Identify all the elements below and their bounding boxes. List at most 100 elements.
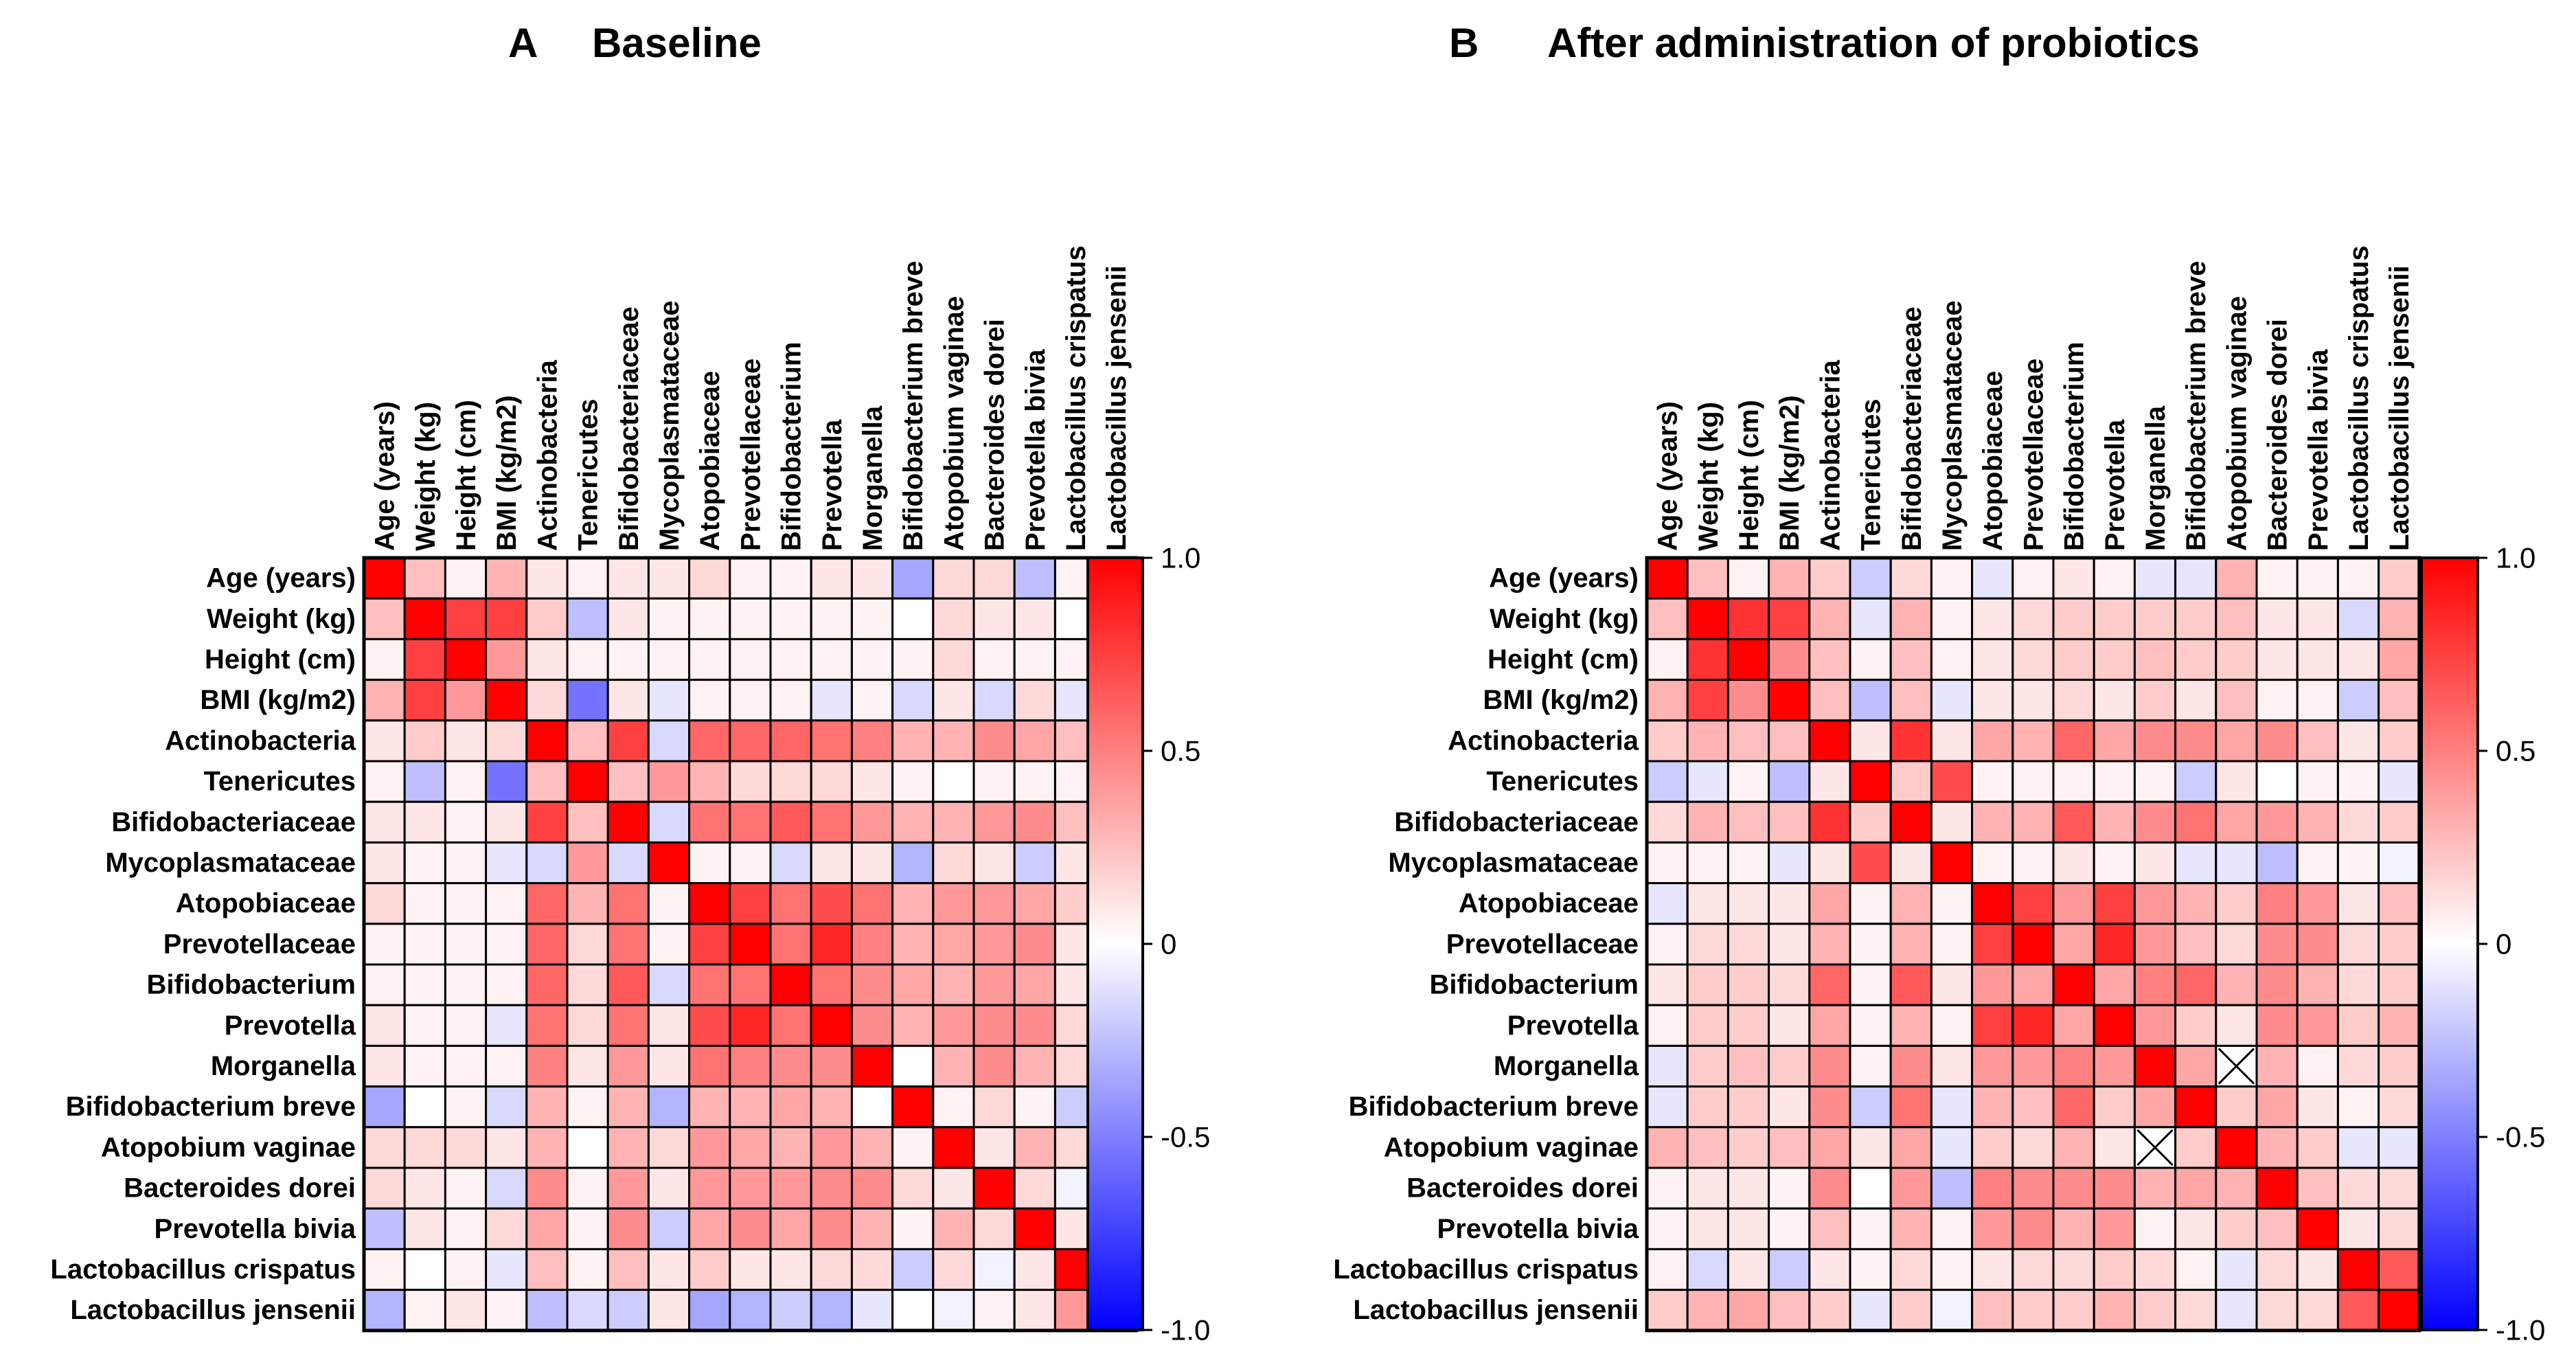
heatmap-cell-b-r5-c17 bbox=[2336, 760, 2380, 803]
heatmap-cell-a-r16-c7 bbox=[647, 1207, 691, 1250]
heatmap-cell-a-r0-c5 bbox=[566, 556, 609, 600]
column-label-a-15: Bacteroides dorei bbox=[980, 319, 1010, 551]
heatmap-cell-a-r0-c6 bbox=[606, 556, 650, 600]
heatmap-cell-b-r7-c3 bbox=[1768, 841, 1811, 885]
heatmap-cell-a-r12-c3 bbox=[485, 1044, 528, 1088]
row-label-b-14: Atopobium vaginae bbox=[1384, 1132, 1639, 1162]
heatmap-cell-a-r5-c16 bbox=[1013, 760, 1056, 803]
heatmap-cell-b-r11-c9 bbox=[2011, 1004, 2055, 1047]
heatmap-cell-b-r7-c11 bbox=[2093, 841, 2136, 885]
heatmap-cell-b-r15-c0 bbox=[1645, 1166, 1689, 1210]
row-label-b-12: Morganella bbox=[1494, 1051, 1639, 1081]
row-label-b-0: Age (years) bbox=[1489, 563, 1639, 594]
heatmap-cell-b-r14-c4 bbox=[1808, 1126, 1851, 1169]
heatmap-cell-a-r15-c7 bbox=[647, 1166, 691, 1210]
heatmap-cell-b-r2-c4 bbox=[1808, 638, 1851, 681]
heatmap-cell-a-r9-c7 bbox=[647, 923, 691, 966]
row-label-a-8: Atopobiaceae bbox=[176, 888, 356, 918]
heatmap-cell-a-r10-c9 bbox=[729, 963, 772, 1006]
heatmap-cell-b-r17-c4 bbox=[1808, 1248, 1851, 1291]
row-label-a-6: Bifidobacteriaceae bbox=[111, 807, 356, 837]
heatmap-cell-b-r13-c2 bbox=[1726, 1085, 1770, 1129]
heatmap-cell-a-r1-c13 bbox=[891, 597, 935, 640]
heatmap-cell-a-r16-c3 bbox=[485, 1207, 528, 1250]
heatmap-cell-b-r17-c3 bbox=[1768, 1248, 1811, 1291]
heatmap-cell-b-r3-c17 bbox=[2336, 679, 2380, 722]
heatmap-cell-a-r6-c2 bbox=[444, 800, 488, 844]
heatmap-cell-b-r9-c12 bbox=[2133, 923, 2177, 966]
heatmap-cell-b-r10-c2 bbox=[1726, 963, 1770, 1006]
heatmap-cell-b-r8-c16 bbox=[2296, 882, 2339, 925]
heatmap-cell-b-r3-c13 bbox=[2174, 679, 2218, 722]
heatmap-cell-a-r8-c4 bbox=[525, 882, 569, 925]
heatmap-cell-b-r17-c14 bbox=[2215, 1248, 2258, 1291]
row-label-a-13: Bifidobacterium breve bbox=[66, 1092, 356, 1122]
heatmap-cell-a-r10-c1 bbox=[403, 963, 446, 1006]
heatmap-cell-a-r7-c4 bbox=[525, 841, 569, 885]
heatmap-cell-a-r16-c9 bbox=[729, 1207, 772, 1250]
column-label-a-1: Weight (kg) bbox=[411, 402, 441, 551]
heatmap-cell-a-r6-c4 bbox=[525, 800, 569, 844]
heatmap-cell-a-r2-c4 bbox=[525, 638, 569, 681]
row-label-b-3: BMI (kg/m2) bbox=[1483, 685, 1639, 715]
heatmap-cell-b-r2-c2 bbox=[1726, 638, 1770, 681]
heatmap-cell-b-r9-c0 bbox=[1645, 923, 1689, 966]
heatmap-cell-b-r8-c13 bbox=[2174, 882, 2218, 925]
heatmap-cell-b-r1-c0 bbox=[1645, 597, 1689, 640]
heatmap-cell-b-r18-c10 bbox=[2052, 1289, 2095, 1332]
column-label-b-9: Prevotellaceae bbox=[2018, 359, 2049, 551]
heatmap-cell-b-r16-c1 bbox=[1686, 1207, 1729, 1250]
column-label-b-14: Atopobium vaginae bbox=[2222, 296, 2252, 551]
heatmap-cell-a-r10-c2 bbox=[444, 963, 488, 1006]
heatmap-cell-a-r0-c13 bbox=[891, 556, 935, 600]
heatmap-cell-a-r1-c7 bbox=[647, 597, 691, 640]
heatmap-cell-a-r13-c14 bbox=[932, 1085, 975, 1129]
heatmap-cell-b-r17-c9 bbox=[2011, 1248, 2055, 1291]
column-label-a-5: Tenericutes bbox=[573, 398, 604, 551]
heatmap-cell-b-r1-c11 bbox=[2093, 597, 2136, 640]
heatmap-cell-a-r10-c6 bbox=[606, 963, 650, 1006]
heatmap-cell-a-r1-c5 bbox=[566, 597, 609, 640]
heatmap-cell-b-r16-c14 bbox=[2215, 1207, 2258, 1250]
heatmap-cell-b-r7-c14 bbox=[2215, 841, 2258, 885]
heatmap-cell-b-r18-c17 bbox=[2336, 1289, 2380, 1332]
heatmap-cell-b-r0-c2 bbox=[1726, 556, 1770, 600]
heatmap-cell-a-r7-c16 bbox=[1013, 841, 1056, 885]
heatmap-cell-b-r11-c8 bbox=[1971, 1004, 2014, 1047]
heatmap-cell-b-r18-c16 bbox=[2296, 1289, 2339, 1332]
heatmap-cell-a-r4-c4 bbox=[525, 719, 569, 763]
heatmap-cell-b-r6-c9 bbox=[2011, 800, 2055, 844]
heatmap-cell-a-r2-c0 bbox=[363, 638, 406, 681]
heatmap-cell-a-r18-c7 bbox=[647, 1289, 691, 1332]
row-label-b-16: Prevotella bivia bbox=[1437, 1214, 1639, 1244]
heatmap-cell-b-r17-c1 bbox=[1686, 1248, 1729, 1291]
heatmap-cell-b-r5-c13 bbox=[2174, 760, 2218, 803]
heatmap-cell-b-r9-c3 bbox=[1768, 923, 1811, 966]
heatmap-cell-a-r4-c14 bbox=[932, 719, 975, 763]
column-label-b-5: Tenericutes bbox=[1856, 398, 1887, 551]
heatmap-cell-a-r11-c9 bbox=[729, 1004, 772, 1047]
heatmap-cell-b-r16-c10 bbox=[2052, 1207, 2095, 1250]
heatmap-cell-b-r2-c6 bbox=[1889, 638, 1933, 681]
heatmap-cell-b-r14-c6 bbox=[1889, 1126, 1933, 1169]
panel-a-title: Baseline bbox=[592, 20, 762, 66]
column-label-b-1: Weight (kg) bbox=[1694, 402, 1724, 551]
heatmap-cell-a-r8-c7 bbox=[647, 882, 691, 925]
heatmap-cell-a-r15-c15 bbox=[972, 1166, 1016, 1210]
heatmap-cell-b-r2-c16 bbox=[2296, 638, 2339, 681]
heatmap-cell-a-r17-c15 bbox=[972, 1248, 1016, 1291]
heatmap-cell-a-r11-c16 bbox=[1013, 1004, 1056, 1047]
row-label-b-8: Atopobiaceae bbox=[1459, 888, 1639, 918]
heatmap-cell-b-r0-c16 bbox=[2296, 556, 2339, 600]
heatmap-cell-a-r6-c0 bbox=[363, 800, 406, 844]
heatmap-cell-b-r14-c1 bbox=[1686, 1126, 1729, 1169]
heatmap-cell-a-r14-c12 bbox=[850, 1126, 894, 1169]
colorbar-b bbox=[2420, 556, 2479, 1331]
heatmap-cell-a-r10-c14 bbox=[932, 963, 975, 1006]
heatmap-cell-b-r9-c15 bbox=[2255, 923, 2299, 966]
heatmap-cell-b-r6-c15 bbox=[2255, 800, 2299, 844]
heatmap-cell-a-r12-c5 bbox=[566, 1044, 609, 1088]
row-label-a-11: Prevotella bbox=[225, 1011, 356, 1041]
heatmap-cell-a-r1-c8 bbox=[688, 597, 731, 640]
heatmap-cell-a-r7-c7 bbox=[647, 841, 691, 885]
